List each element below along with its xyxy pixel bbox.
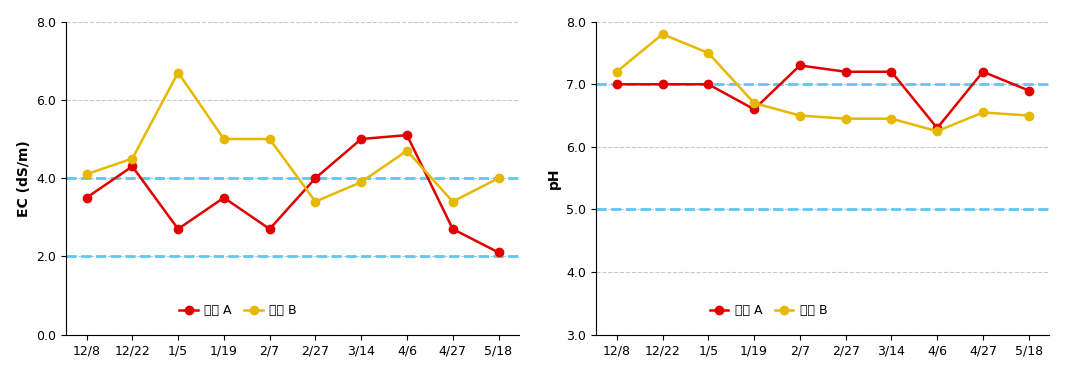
Y-axis label: pH: pH [547,168,561,189]
농장 B [839,116,852,121]
농장 B [447,199,459,204]
농장 A [355,137,368,141]
농장 A [976,70,989,74]
농장 B [401,148,414,153]
농장 B [309,199,322,204]
농장 A [172,227,184,231]
농장 B [657,32,669,36]
Line: 농장 A: 농장 A [613,61,1033,132]
농장 A [401,133,414,137]
농장 B [793,113,806,118]
Line: 농장 A: 농장 A [82,131,503,257]
농장 A [263,227,276,231]
Line: 농장 B: 농장 B [613,30,1033,135]
농장 B [172,70,184,75]
농장 A [747,107,760,111]
농장 A [1022,88,1035,93]
농장 B [885,116,898,121]
농장 B [80,172,93,177]
농장 A [931,126,943,130]
Line: 농장 B: 농장 B [82,68,503,206]
농장 B [611,70,624,74]
농장 A [839,70,852,74]
농장 B [701,51,714,55]
Y-axis label: EC (dS/m): EC (dS/m) [17,140,31,217]
농장 A [657,82,669,86]
농장 B [126,156,139,161]
농장 B [217,137,230,141]
농장 A [701,82,714,86]
농장 A [885,70,898,74]
농장 A [80,196,93,200]
농장 B [976,110,989,115]
농장 A [126,164,139,169]
농장 A [447,227,459,231]
농장 A [492,250,505,255]
농장 B [1022,113,1035,118]
농장 A [793,63,806,68]
농장 B [263,137,276,141]
농장 B [492,176,505,180]
농장 B [355,180,368,184]
Legend: 농장 A, 농장 B: 농장 A, 농장 B [175,299,302,322]
Legend: 농장 A, 농장 B: 농장 A, 농장 B [705,299,833,322]
농장 A [217,196,230,200]
농장 A [611,82,624,86]
농장 B [931,129,943,134]
농장 A [309,176,322,180]
농장 B [747,101,760,105]
